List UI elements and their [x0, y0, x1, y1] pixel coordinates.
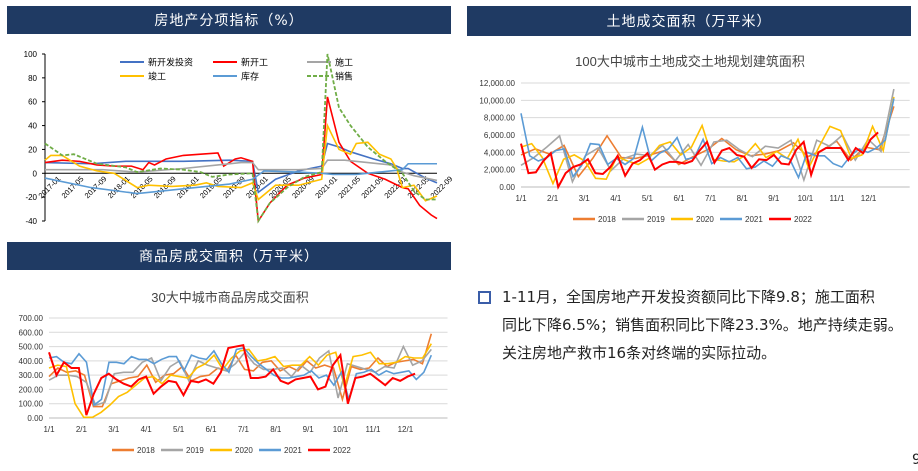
x-tick-label: 3/1: [108, 425, 120, 434]
legend-label: 2020: [696, 215, 714, 224]
legend-label: 新开工: [241, 57, 268, 68]
x-tick-label: 8/1: [270, 425, 282, 434]
note-line: 1-11月，全国房地产开发投资额同比下降9.8；施工面积: [502, 288, 875, 306]
legend-label: 销售: [335, 71, 353, 82]
x-tick-label: 4/1: [610, 194, 622, 203]
chart-title: 30大中城市商品房成交面积: [151, 290, 308, 305]
x-tick-label: 2018-01: [106, 174, 132, 200]
legend-label: 新开发投资: [148, 57, 193, 68]
x-tick-label: 1/1: [43, 425, 55, 434]
x-tick-label: 7/1: [238, 425, 250, 434]
x-tick-label: 7/1: [705, 194, 717, 203]
x-tick-label: 2/1: [76, 425, 88, 434]
page-number: 9: [912, 452, 918, 468]
legend-label: 2019: [186, 446, 204, 455]
legend-label: 库存: [241, 71, 259, 82]
x-tick-label: 2021-05: [336, 174, 362, 200]
y-tick-label: 12,000.00: [479, 79, 515, 88]
y-tick-label: 80: [28, 74, 37, 83]
x-tick-label: 6/1: [205, 425, 217, 434]
y-tick-label: 0.00: [499, 183, 515, 192]
y-tick-label: 600.00: [19, 328, 44, 337]
legend-label: 竣工: [148, 71, 166, 82]
y-tick-label: 300.00: [19, 371, 44, 380]
y-tick-label: 100: [24, 50, 38, 59]
y-tick-label: 100.00: [19, 400, 44, 409]
x-tick-label: 2017-05: [60, 174, 86, 200]
x-tick-label: 1/1: [515, 194, 527, 203]
x-tick-label: 2022-09: [429, 174, 455, 200]
chart-real-estate-indicators: 100806040200-20-402017-012017-052017-092…: [24, 50, 455, 226]
legend-label: 2021: [284, 446, 302, 455]
x-tick-label: 9/1: [768, 194, 780, 203]
y-tick-label: 60: [28, 98, 37, 107]
y-tick-label: -20: [25, 193, 37, 202]
y-tick-label: -40: [25, 217, 37, 226]
y-tick-label: 2,000.00: [484, 166, 516, 175]
x-tick-label: 11/1: [366, 425, 382, 434]
x-tick-label: 5/1: [642, 194, 654, 203]
x-tick-label: 12/1: [861, 194, 877, 203]
series-line-2022: [48, 343, 416, 416]
legend-label: 2022: [333, 446, 351, 455]
series-line-新开工: [44, 96, 438, 224]
x-tick-label: 10/1: [798, 194, 814, 203]
series-line-2019: [48, 344, 432, 407]
legend-label: 2018: [137, 446, 155, 455]
chart-land-transaction: 100大中城市土地成交土地规划建筑面积 12,000.00 10,000.00 8,0…: [479, 54, 910, 224]
summary-note: 1-11月，全国房地产开发投资额同比下降9.8；施工面积 同比下降6.5%；销售…: [478, 283, 918, 367]
y-tick-label: 8,000.00: [484, 114, 516, 123]
series-line-库存: [44, 162, 437, 195]
y-tick-label: 4,000.00: [484, 148, 516, 157]
x-tick-label: 8/1: [737, 194, 749, 203]
y-tick-label: 10,000.00: [479, 96, 515, 105]
y-tick-label: 6,000.00: [484, 131, 516, 140]
y-tick-label: 400.00: [19, 357, 44, 366]
header-real-estate-indicators: 房地产分项指标（%）: [7, 6, 451, 34]
x-tick-label: 6/1: [673, 194, 685, 203]
x-tick-label: 5/1: [173, 425, 185, 434]
x-tick-label: 2018-09: [152, 174, 178, 200]
x-tick-label: 9/1: [303, 425, 315, 434]
chart-housing-transaction: 30大中城市商品房成交面积 700.00 600.00 500.00 400.00 300…: [19, 290, 448, 455]
chart-title: 100大中城市土地成交土地规划建筑面积: [575, 54, 805, 69]
x-tick-label: 12/1: [398, 425, 414, 434]
x-tick-label: 3/1: [579, 194, 591, 203]
y-tick-label: 20: [28, 145, 37, 154]
legend-label: 2022: [794, 215, 812, 224]
legend-label: 2018: [598, 215, 616, 224]
series-line-2022: [520, 131, 879, 190]
legend-label: 2021: [745, 215, 763, 224]
series-line-2020: [48, 343, 433, 419]
legend-label: 施工: [335, 57, 353, 68]
y-tick-label: 700.00: [19, 314, 44, 323]
note-line: 同比下降6.5%；销售面积同比下降23.3%。地产持续走弱。: [502, 316, 903, 334]
y-tick-label: 200.00: [19, 385, 44, 394]
y-tick-label: 0: [33, 169, 38, 178]
header-housing-transaction: 商品房成交面积（万平米）: [7, 242, 451, 270]
x-tick-label: 4/1: [141, 425, 153, 434]
y-tick-label: 0.00: [27, 414, 43, 423]
legend-label: 2020: [235, 446, 253, 455]
legend-label: 2019: [647, 215, 665, 224]
note-line: 关注房地产救市16条对终端的实际拉动。: [502, 344, 777, 362]
series-line-2021: [48, 347, 433, 407]
x-tick-label: 2021-01: [313, 174, 339, 200]
y-tick-label: 40: [28, 122, 37, 131]
header-land-transaction: 土地成交面积（万平米）: [467, 6, 911, 36]
x-tick-label: 2/1: [547, 194, 559, 203]
series-line-2018: [48, 333, 433, 408]
y-tick-label: 500.00: [19, 343, 44, 352]
x-tick-label: 10/1: [333, 425, 349, 434]
square-bullet-icon: [478, 291, 491, 304]
series-line-竣工: [44, 122, 438, 202]
x-tick-label: 11/1: [830, 194, 846, 203]
